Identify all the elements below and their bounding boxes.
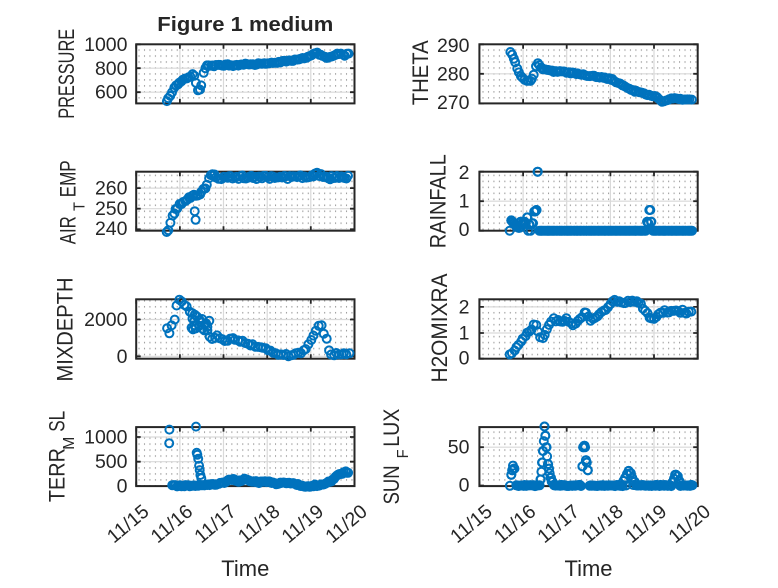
svg-text:270: 270 [437,92,470,114]
svg-text:1000: 1000 [84,427,128,449]
svg-text:MIXDEPTH: MIXDEPTH [53,278,78,382]
svg-text:T: T [72,202,89,211]
svg-text:EMP: EMP [56,160,81,197]
svg-text:M: M [61,437,78,450]
svg-text:0: 0 [117,475,128,497]
svg-text:THETA: THETA [408,40,433,105]
svg-text:TERR: TERR [45,448,70,502]
svg-text:500: 500 [95,451,128,473]
svg-text:SL: SL [45,411,70,432]
svg-text:PRESSURE: PRESSURE [54,29,79,119]
svg-text:LUX: LUX [379,408,404,446]
svg-text:800: 800 [95,58,128,80]
svg-text:2: 2 [459,296,470,318]
svg-text:1: 1 [459,191,470,213]
svg-text:1: 1 [459,323,470,345]
svg-text:260: 260 [95,178,128,200]
svg-text:600: 600 [95,82,128,104]
svg-text:2: 2 [459,162,470,184]
svg-text:250: 250 [95,198,128,220]
svg-text:240: 240 [95,218,128,240]
svg-text:AIR: AIR [56,216,81,244]
svg-text:0: 0 [459,219,470,241]
svg-text:1000: 1000 [84,34,128,56]
svg-text:290: 290 [437,35,470,57]
svg-text:0: 0 [459,475,470,497]
svg-text:280: 280 [437,63,470,85]
svg-text:F: F [395,449,412,458]
svg-text:2000: 2000 [84,309,128,331]
svg-text:0: 0 [117,346,128,368]
svg-text:0: 0 [459,347,470,369]
svg-text:SUN: SUN [379,465,404,504]
svg-text:H2OMIXRA: H2OMIXRA [427,273,452,382]
svg-text:Time: Time [565,556,613,581]
svg-text:50: 50 [448,437,470,459]
svg-text:Figure 1 medium: Figure 1 medium [157,13,333,36]
svg-text:Time: Time [221,556,269,581]
svg-text:RAINFALL: RAINFALL [426,154,451,248]
